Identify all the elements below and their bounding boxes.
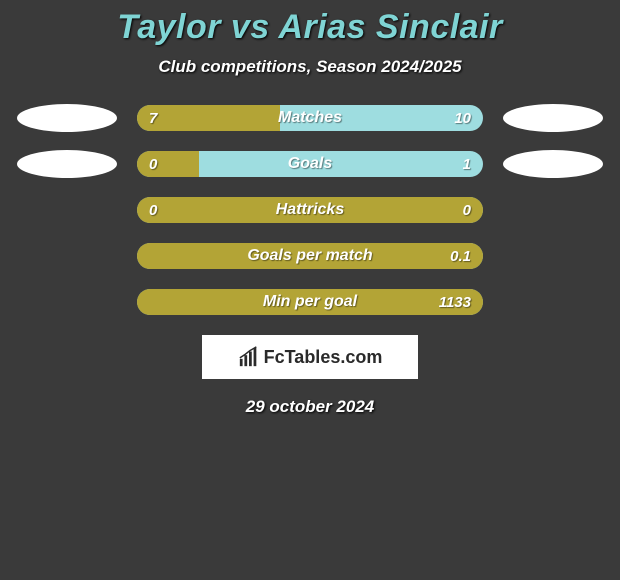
stat-row: Goals0 1 [0,151,620,177]
player-left-marker [17,150,117,178]
stat-left-value: 0 [149,197,157,223]
stat-bar: Goals0 1 [137,151,483,177]
stat-right-value: 0.1 [450,243,471,269]
stat-bar: Matches7 10 [137,105,483,131]
stat-bar: Min per goal1133 [137,289,483,315]
stat-row: Matches7 10 [0,105,620,131]
stat-left-value: 0 [149,151,157,177]
spacer [503,288,603,316]
date-text: 29 october 2024 [0,397,620,417]
brand-text: FcTables.com [264,347,383,368]
player-right-marker [503,104,603,132]
player-right-marker [503,150,603,178]
chart-bars-icon [238,346,260,368]
stat-bar: Goals per match0.1 [137,243,483,269]
stat-label: Hattricks [137,197,483,223]
stat-right-value: 1 [463,151,471,177]
stat-right-value: 0 [463,197,471,223]
stat-row: Goals per match0.1 [0,243,620,269]
spacer [17,288,117,316]
spacer [503,196,603,224]
stat-right-value: 10 [454,105,471,131]
spacer [17,242,117,270]
stat-row: Hattricks0 0 [0,197,620,223]
stat-label: Matches [137,105,483,131]
page-title: Taylor vs Arias Sinclair [0,8,620,47]
stat-bar: Hattricks0 0 [137,197,483,223]
stat-left-value: 7 [149,105,157,131]
spacer [17,196,117,224]
stat-right-value: 1133 [439,289,471,315]
subtitle: Club competitions, Season 2024/2025 [0,57,620,77]
stat-rows: Matches710Goals01Hattricks00Goals per ma… [0,105,620,315]
stat-label: Goals per match [137,243,483,269]
stat-label: Min per goal [137,289,483,315]
spacer [503,242,603,270]
player-left-marker [17,104,117,132]
stats-card: Taylor vs Arias Sinclair Club competitio… [0,0,620,417]
stat-row: Min per goal1133 [0,289,620,315]
stat-label: Goals [137,151,483,177]
brand-box[interactable]: FcTables.com [202,335,418,379]
